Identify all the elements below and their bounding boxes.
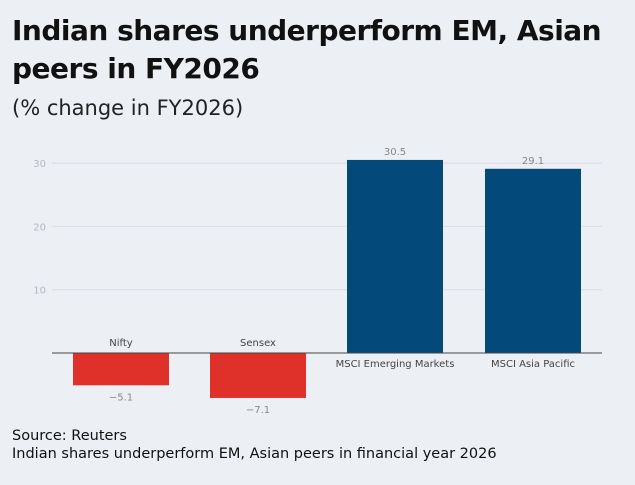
caption: Indian shares underperform EM, Asian pee… bbox=[12, 446, 497, 462]
bar-chart: 10 20 30 Nifty −5.1 Sensex −7.1 MSCI Emerging M… bbox=[33, 147, 602, 416]
bar-nifty bbox=[73, 353, 169, 386]
bar-sensex bbox=[210, 353, 306, 398]
data-label: 29.1 bbox=[522, 156, 544, 167]
y-tick-label: 30 bbox=[33, 159, 46, 170]
category-label: MSCI Emerging Markets bbox=[336, 359, 455, 370]
data-label: 30.5 bbox=[384, 147, 406, 158]
data-label: −7.1 bbox=[246, 405, 270, 416]
bar-msci-asia-pacific bbox=[485, 168, 581, 353]
category-label: Sensex bbox=[240, 338, 276, 349]
chart-title: Indian shares underperform EM, Asian pee… bbox=[12, 14, 602, 85]
data-label: −5.1 bbox=[109, 392, 133, 403]
y-tick-label: 20 bbox=[33, 222, 46, 233]
bar-msci-emerging-markets bbox=[347, 159, 443, 353]
y-tick-label: 10 bbox=[33, 286, 46, 297]
chart-subtitle: (% change in FY2026) bbox=[12, 96, 244, 120]
category-label: MSCI Asia Pacific bbox=[491, 359, 575, 370]
source-note: Source: Reuters bbox=[12, 428, 127, 444]
category-label: Nifty bbox=[109, 338, 133, 349]
